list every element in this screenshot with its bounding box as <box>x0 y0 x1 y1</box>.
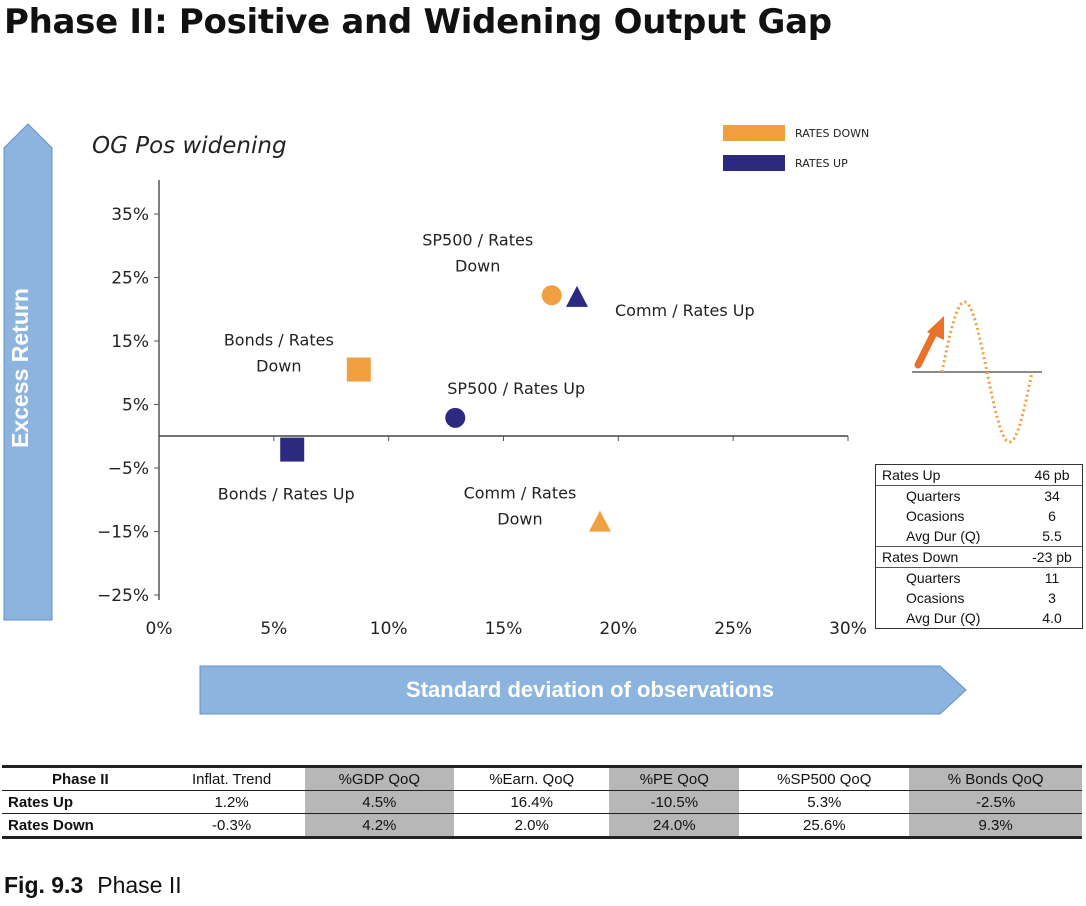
stats-row: Ocasions 6 <box>876 506 1082 526</box>
y-tick-label: −25% <box>97 586 149 606</box>
x-tick-label: 5% <box>260 619 287 639</box>
point-label: Bonds / Rates Up <box>218 485 355 504</box>
x-tick-label: 20% <box>599 619 637 639</box>
stats-rates-up-header: Rates Up 46 pb <box>876 465 1082 486</box>
data-points <box>280 285 611 532</box>
table-cell: 2.0% <box>514 816 549 834</box>
column-header: %SP500 QoQ <box>777 770 872 788</box>
stats-label: Rates Down <box>882 549 959 565</box>
cycle-arrow-head <box>927 316 944 340</box>
point-label: SP500 / Rates Up <box>447 379 585 398</box>
data-point-6 <box>588 510 611 532</box>
stats-value: -23 pb <box>1032 549 1072 565</box>
stats-value: 11 <box>1044 570 1060 586</box>
table-cell: -10.5% <box>609 790 740 814</box>
rates-stats-box: Rates Up 46 pb Quarters 34 Ocasions 6 Av… <box>875 464 1083 629</box>
point-labels: SP500 / Rates Down Comm / Rates Up Bonds / … <box>218 230 755 528</box>
table-corner-header: Phase II <box>51 770 109 788</box>
y-tick-labels: 35% 25% 15% 5% −5% −15% −25% <box>97 205 159 606</box>
y-tick-label: 15% <box>111 332 149 352</box>
stats-label: Rates Up <box>882 467 941 483</box>
stats-rates-down-header: Rates Down -23 pb <box>876 546 1082 568</box>
column-header: % Bonds QoQ <box>909 766 1082 791</box>
y-tick-label: 25% <box>111 269 149 289</box>
legend-label-rates-down: RATES DOWN <box>795 127 869 140</box>
column-header: %GDP QoQ <box>304 766 455 791</box>
legend-swatch-rates-up <box>723 155 785 171</box>
table-cell: 4.5% <box>304 790 455 814</box>
figure-caption-text: Phase II <box>97 872 182 898</box>
cycle-illustration <box>912 300 1042 444</box>
stats-label: Quarters <box>906 488 961 504</box>
figure-caption: Fig. 9.3 Phase II <box>4 872 182 899</box>
column-header: Inflat. Trend <box>191 770 272 788</box>
point-label: Comm / Rates Up <box>615 301 755 320</box>
stats-label: Avg Dur (Q) <box>906 610 981 626</box>
column-header: %Earn. QoQ <box>489 770 575 788</box>
cycle-arrow-shaft <box>914 327 939 369</box>
stats-value: 6 <box>1048 508 1056 524</box>
x-tick-label: 0% <box>146 619 173 639</box>
x-tick-label: 10% <box>370 619 408 639</box>
stats-label: Quarters <box>906 570 961 586</box>
table-cell: 1.2% <box>214 793 249 811</box>
table-cell: 16.4% <box>510 793 553 811</box>
table-row: Rates Up 1.2% 4.5% 16.4% -10.5% 5.3% -2.… <box>2 790 1082 814</box>
point-label: Comm / Rates Down <box>464 484 577 529</box>
stats-value: 3 <box>1048 590 1056 606</box>
stats-value: 34 <box>1044 488 1060 504</box>
figure-number: Fig. 9.3 <box>4 872 84 898</box>
stats-row: Quarters 11 <box>876 568 1082 588</box>
stats-value: 5.5 <box>1042 528 1062 544</box>
x-axis-arrow <box>199 665 967 715</box>
x-axis-label: Standard deviation of observations <box>406 677 774 702</box>
column-header: %PE QoQ <box>609 766 740 791</box>
data-point-1 <box>541 285 562 306</box>
legend-swatch-rates-down <box>723 125 785 141</box>
page-title: Phase II: Positive and Widening Output G… <box>4 2 832 42</box>
stats-label: Ocasions <box>906 590 965 606</box>
point-label: Bonds / Rates Down <box>224 331 334 376</box>
stats-row: Avg Dur (Q) 5.5 <box>876 526 1082 546</box>
stats-value: 46 pb <box>1034 467 1070 483</box>
stats-row: Quarters 34 <box>876 486 1082 506</box>
chart-title: OG Pos widening <box>92 133 287 159</box>
data-point-3 <box>346 357 371 382</box>
data-point-2 <box>565 285 588 307</box>
y-tick-label: −5% <box>108 459 149 479</box>
table-cell: 5.3% <box>807 793 842 811</box>
legend: RATES DOWN RATES UP <box>723 125 869 171</box>
table-cell: 9.3% <box>909 813 1082 838</box>
point-label: SP500 / Rates Down <box>422 230 533 275</box>
x-tick-label: 30% <box>829 619 867 639</box>
table-cell: -2.5% <box>909 790 1082 814</box>
cycle-wave <box>940 300 1034 444</box>
table-cell: 4.2% <box>304 813 455 838</box>
table-cell: -0.3% <box>211 816 252 834</box>
y-tick-label: 35% <box>111 205 149 225</box>
stats-label: Avg Dur (Q) <box>906 528 981 544</box>
stats-row: Ocasions 3 <box>876 588 1082 608</box>
row-header: Rates Up <box>8 793 74 811</box>
row-header: Rates Down <box>8 816 94 834</box>
y-axis-label: Excess Return <box>7 288 33 448</box>
x-tick-label: 15% <box>485 619 523 639</box>
stats-label: Ocasions <box>906 508 965 524</box>
table-cell: 25.6% <box>803 816 846 834</box>
y-axis-arrow <box>3 123 53 621</box>
stats-value: 4.0 <box>1042 610 1062 626</box>
table-row: Rates Down -0.3% 4.2% 2.0% 24.0% 25.6% 9… <box>2 813 1082 838</box>
scatter-chart: Excess Return Standard deviation of obse… <box>3 123 1042 715</box>
phase-summary-table: Phase II Inflat. Trend %GDP QoQ %Earn. Q… <box>2 765 1082 839</box>
y-tick-label: 5% <box>122 396 149 416</box>
stats-row: Avg Dur (Q) 4.0 <box>876 608 1082 628</box>
x-tick-labels: 0% 5% 10% 15% 20% 25% 30% <box>146 436 867 639</box>
x-tick-label: 25% <box>714 619 752 639</box>
legend-label-rates-up: RATES UP <box>795 157 848 170</box>
table-cell: 24.0% <box>609 813 740 838</box>
data-point-5 <box>280 437 305 462</box>
table-header-row: Phase II Inflat. Trend %GDP QoQ %Earn. Q… <box>2 766 1082 791</box>
y-tick-label: −15% <box>97 523 149 543</box>
data-point-4 <box>445 407 466 428</box>
